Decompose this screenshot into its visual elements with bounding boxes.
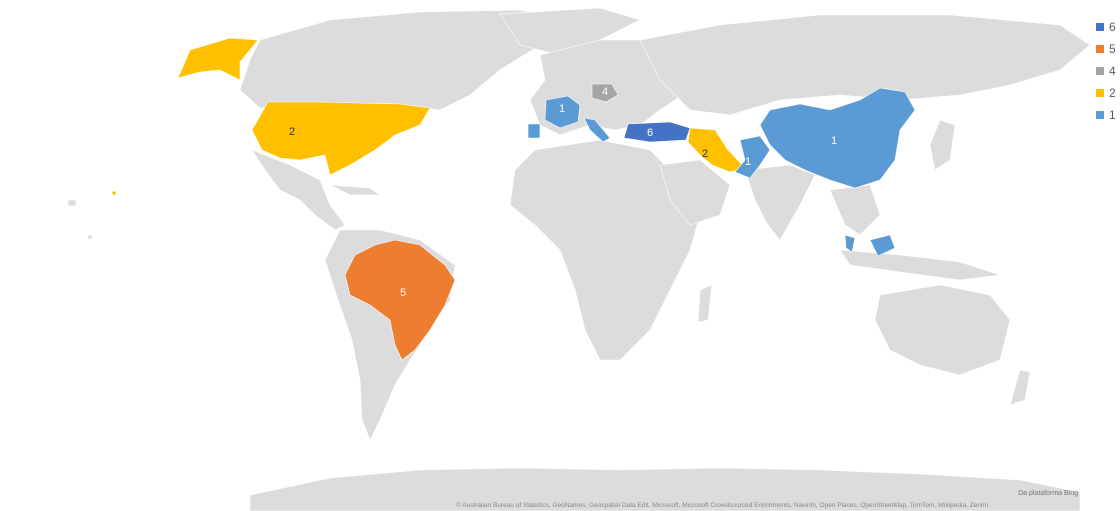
land-southeast-asia <box>829 184 881 236</box>
legend-label: 5 <box>1109 42 1116 56</box>
land-japan <box>929 119 956 171</box>
legend-swatch <box>1096 111 1104 119</box>
land-indonesia <box>839 249 1001 281</box>
land-new-zealand <box>1009 369 1031 406</box>
legend-item[interactable]: 5 <box>1096 38 1116 60</box>
legend-label: 2 <box>1109 86 1116 100</box>
legend-label: 4 <box>1109 64 1116 78</box>
land-masses <box>67 7 1091 511</box>
legend-swatch <box>1096 89 1104 97</box>
label-china: 1 <box>831 135 837 147</box>
map-legend: 6 5 4 2 1 <box>1096 16 1116 126</box>
label-brazil: 5 <box>400 287 406 299</box>
legend-item[interactable]: 4 <box>1096 60 1116 82</box>
legend-swatch <box>1096 23 1104 31</box>
region-france[interactable] <box>544 95 581 129</box>
label-united-states: 2 <box>289 126 295 138</box>
legend-item[interactable]: 2 <box>1096 82 1116 104</box>
land-india <box>744 164 816 241</box>
region-turkey[interactable] <box>623 121 691 143</box>
region-italy[interactable] <box>583 117 611 143</box>
land-russia <box>639 14 1091 116</box>
land-island-2 <box>87 234 93 240</box>
land-caribbean <box>329 184 381 196</box>
label-turkey: 6 <box>647 127 653 139</box>
legend-label: 6 <box>1109 20 1116 34</box>
region-china[interactable] <box>759 87 916 189</box>
land-north-america <box>239 9 561 111</box>
land-antarctica <box>249 467 1081 511</box>
legend-swatch <box>1096 45 1104 53</box>
label-france: 1 <box>559 103 565 115</box>
land-madagascar <box>697 284 713 323</box>
map-attribution: © Australian Bureau of Statistics, GeoNa… <box>456 502 989 509</box>
land-arabia <box>659 159 731 226</box>
region-malaysia[interactable] <box>844 234 896 257</box>
legend-swatch <box>1096 67 1104 75</box>
land-central-america <box>251 149 346 231</box>
land-island-1 <box>67 199 77 207</box>
region-brazil[interactable] <box>344 239 456 361</box>
highlighted-countries <box>111 37 916 361</box>
region-hawaii[interactable] <box>111 190 117 196</box>
legend-label: 1 <box>1109 108 1116 122</box>
label-poland: 4 <box>602 86 608 98</box>
region-united-states[interactable] <box>251 101 431 176</box>
region-iran[interactable] <box>687 127 746 173</box>
label-pakistan: 1 <box>745 156 751 168</box>
region-poland[interactable] <box>591 83 619 103</box>
bing-credit: Da plataforma Bing <box>1018 490 1078 497</box>
region-alaska[interactable] <box>177 37 259 81</box>
label-iran: 2 <box>702 148 708 160</box>
region-pakistan[interactable] <box>734 135 771 179</box>
region-labels: 2 5 1 4 6 2 1 1 <box>289 86 837 299</box>
legend-item[interactable]: 1 <box>1096 104 1116 126</box>
legend-item[interactable]: 6 <box>1096 16 1116 38</box>
region-spain-part[interactable] <box>527 123 541 139</box>
land-australia <box>874 284 1011 376</box>
